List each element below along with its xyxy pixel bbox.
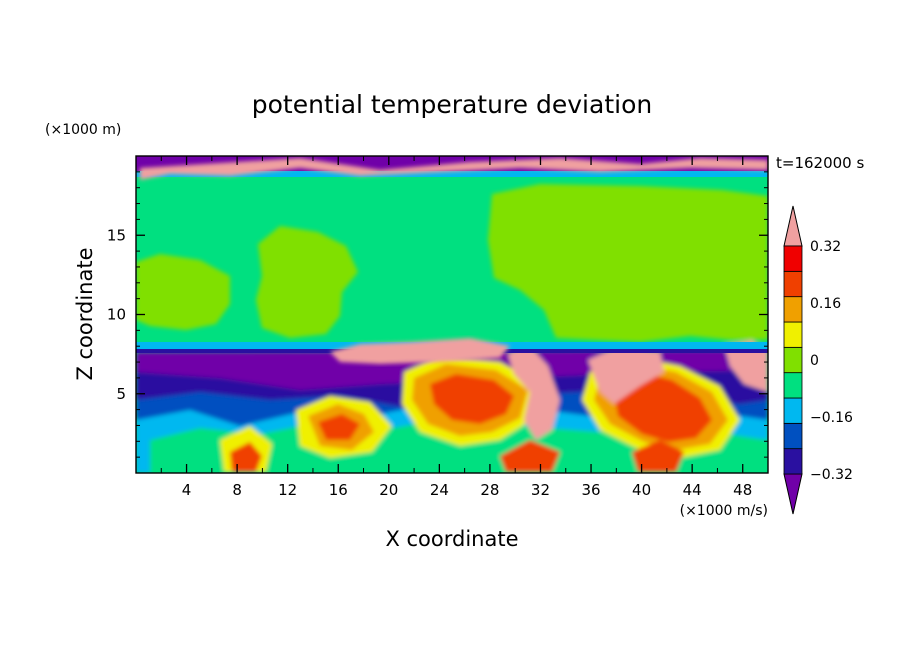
region-eddy-red-left <box>318 414 360 440</box>
colorbar-bottom-triangle <box>783 473 803 515</box>
x-tick-label: 8 <box>232 481 242 499</box>
y-axis: 5 10 15 <box>107 171 768 458</box>
x-tick-label: 4 <box>182 481 192 499</box>
colorbar-tick-label: −0.16 <box>810 410 853 426</box>
contour-field <box>136 156 768 473</box>
region-green-blob-center <box>256 226 358 338</box>
y-unit-label: (×1000 m) <box>45 122 121 138</box>
region-eddy-red-bottom-right <box>632 440 684 472</box>
x-tick-label: 16 <box>329 481 348 499</box>
colorbar-tick-label: −0.32 <box>810 467 853 483</box>
colorbar-segment <box>783 245 803 272</box>
x-axis-unit: (×1000 m/s) <box>680 503 768 519</box>
region-eddy-red-center <box>430 374 514 424</box>
colorbar-segment <box>783 397 803 424</box>
region-eddy-red-right <box>612 372 712 442</box>
colorbar-segment <box>783 372 803 399</box>
colorbar-tick-label: 0.32 <box>810 239 841 255</box>
colorbar-top-triangle <box>783 205 803 247</box>
x-axis: 4 8 12 16 20 24 28 32 36 40 44 48 <box>160 156 752 499</box>
colorbar-segment <box>783 448 803 475</box>
region-top-blue <box>136 171 768 177</box>
region-green-blob-left <box>136 254 230 330</box>
y-tick-label: 10 <box>107 306 126 324</box>
colorbar-tick-label: 0.16 <box>810 296 841 312</box>
region-eddy-pink-center <box>508 344 560 440</box>
region-eddy-red-bottom-left <box>230 442 262 472</box>
region-top-pink <box>140 158 768 180</box>
colorbar-segment <box>783 321 803 348</box>
region-green-blob-right <box>488 184 768 342</box>
x-tick-label: 24 <box>430 481 449 499</box>
region-interface-pink <box>330 338 510 364</box>
y-tick-label: 5 <box>116 385 126 403</box>
colorbar-segment <box>783 346 803 374</box>
colorbar-segment <box>783 422 803 450</box>
y-axis-label: Z coordinate <box>73 247 97 380</box>
chart-title: potential temperature deviation <box>252 90 652 119</box>
x-tick-label: 12 <box>278 481 297 499</box>
region-eddy-pink-right <box>588 346 664 404</box>
colorbar-tick-label: 0 <box>810 353 819 369</box>
colorbar-segment <box>783 270 803 298</box>
x-axis-label: X coordinate <box>385 527 518 551</box>
time-label: t=162000 s <box>776 154 864 172</box>
region-eddy-red-bottom-center <box>500 440 560 472</box>
x-tick-label: 44 <box>683 481 702 499</box>
colorbar-segment <box>783 296 803 323</box>
x-tick-label: 28 <box>480 481 499 499</box>
x-tick-label: 40 <box>632 481 651 499</box>
x-tick-label: 48 <box>733 481 752 499</box>
colorbar: 0.32 0.16 0 −0.16 −0.32 <box>783 205 853 515</box>
x-tick-label: 36 <box>581 481 600 499</box>
y-tick-label: 15 <box>107 226 126 244</box>
x-tick-label: 20 <box>379 481 398 499</box>
x-tick-label: 32 <box>531 481 550 499</box>
